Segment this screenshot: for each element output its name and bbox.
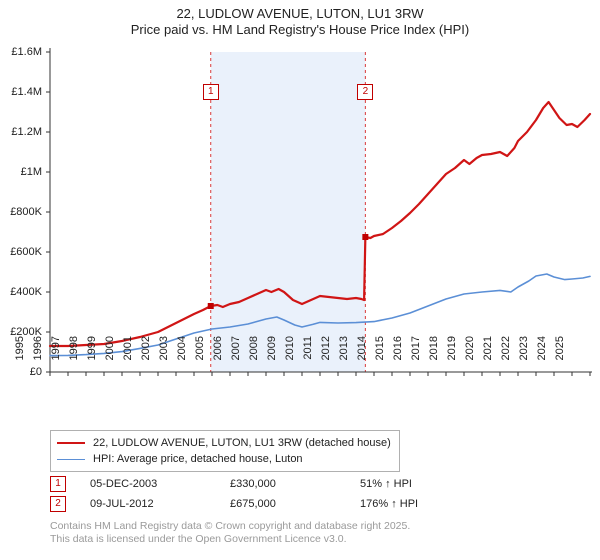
chart-sale-marker: 1: [203, 84, 219, 100]
legend: 22, LUDLOW AVENUE, LUTON, LU1 3RW (detac…: [50, 430, 400, 472]
x-tick-label: 2010: [284, 336, 296, 376]
title-subtitle: Price paid vs. HM Land Registry's House …: [0, 22, 600, 38]
sale-marker-icon: 2: [50, 496, 66, 512]
sale-price: £675,000: [230, 498, 360, 510]
y-tick-label: £800K: [10, 206, 42, 218]
y-tick-label: £1M: [21, 166, 42, 178]
y-tick-label: £600K: [10, 246, 42, 258]
legend-item-price-paid: 22, LUDLOW AVENUE, LUTON, LU1 3RW (detac…: [57, 435, 391, 451]
x-tick-label: 2021: [482, 336, 494, 376]
root: 22, LUDLOW AVENUE, LUTON, LU1 3RW Price …: [0, 0, 600, 560]
x-tick-label: 1999: [86, 336, 98, 376]
legend-item-hpi: HPI: Average price, detached house, Luto…: [57, 451, 391, 467]
x-tick-label: 2015: [374, 336, 386, 376]
x-tick-label: 2008: [248, 336, 260, 376]
x-tick-label: 2001: [122, 336, 134, 376]
title-block: 22, LUDLOW AVENUE, LUTON, LU1 3RW Price …: [0, 0, 600, 37]
x-tick-label: 2024: [536, 336, 548, 376]
x-tick-label: 2018: [428, 336, 440, 376]
y-tick-label: £1.2M: [11, 126, 42, 138]
legend-swatch-price-paid: [57, 442, 85, 444]
sales-table: 1 05-DEC-2003 £330,000 51% ↑ HPI 2 09-JU…: [50, 474, 500, 514]
x-tick-label: 2020: [464, 336, 476, 376]
x-tick-label: 2003: [158, 336, 170, 376]
chart: £0£200K£400K£600K£800K£1M£1.2M£1.4M£1.6M…: [0, 42, 600, 424]
footer-line1: Contains HM Land Registry data © Crown c…: [50, 520, 410, 533]
sale-price: £330,000: [230, 478, 360, 490]
chart-sale-marker: 2: [357, 84, 373, 100]
sale-marker-icon: 1: [50, 476, 66, 492]
x-tick-label: 2016: [392, 336, 404, 376]
sale-hpi: 176% ↑ HPI: [360, 498, 500, 510]
x-tick-label: 2013: [338, 336, 350, 376]
x-tick-label: 2006: [212, 336, 224, 376]
x-tick-label: 2004: [176, 336, 188, 376]
y-tick-label: £1.6M: [11, 46, 42, 58]
x-tick-label: 2005: [194, 336, 206, 376]
x-tick-label: 2009: [266, 336, 278, 376]
legend-label-price-paid: 22, LUDLOW AVENUE, LUTON, LU1 3RW (detac…: [93, 437, 391, 449]
x-tick-label: 2007: [230, 336, 242, 376]
x-tick-label: 2022: [500, 336, 512, 376]
y-tick-label: £400K: [10, 286, 42, 298]
x-tick-label: 2019: [446, 336, 458, 376]
title-address: 22, LUDLOW AVENUE, LUTON, LU1 3RW: [0, 6, 600, 22]
sale-date: 09-JUL-2012: [90, 498, 230, 510]
x-tick-label: 2012: [320, 336, 332, 376]
x-tick-label: 2025: [554, 336, 566, 376]
sales-row: 1 05-DEC-2003 £330,000 51% ↑ HPI: [50, 474, 500, 494]
x-tick-label: 2017: [410, 336, 422, 376]
x-tick-label: 1996: [32, 336, 44, 376]
footer-line2: This data is licensed under the Open Gov…: [50, 533, 410, 546]
legend-swatch-hpi: [57, 459, 85, 460]
x-tick-label: 2011: [302, 336, 314, 376]
legend-label-hpi: HPI: Average price, detached house, Luto…: [93, 453, 303, 465]
x-tick-label: 1995: [14, 336, 26, 376]
footer: Contains HM Land Registry data © Crown c…: [50, 520, 410, 546]
x-tick-label: 1997: [50, 336, 62, 376]
x-tick-label: 1998: [68, 336, 80, 376]
x-tick-label: 2014: [356, 336, 368, 376]
sale-date: 05-DEC-2003: [90, 478, 230, 490]
y-tick-label: £1.4M: [11, 86, 42, 98]
sales-row: 2 09-JUL-2012 £675,000 176% ↑ HPI: [50, 494, 500, 514]
x-tick-label: 2023: [518, 336, 530, 376]
x-tick-label: 2002: [140, 336, 152, 376]
sale-hpi: 51% ↑ HPI: [360, 478, 500, 490]
x-tick-label: 2000: [104, 336, 116, 376]
